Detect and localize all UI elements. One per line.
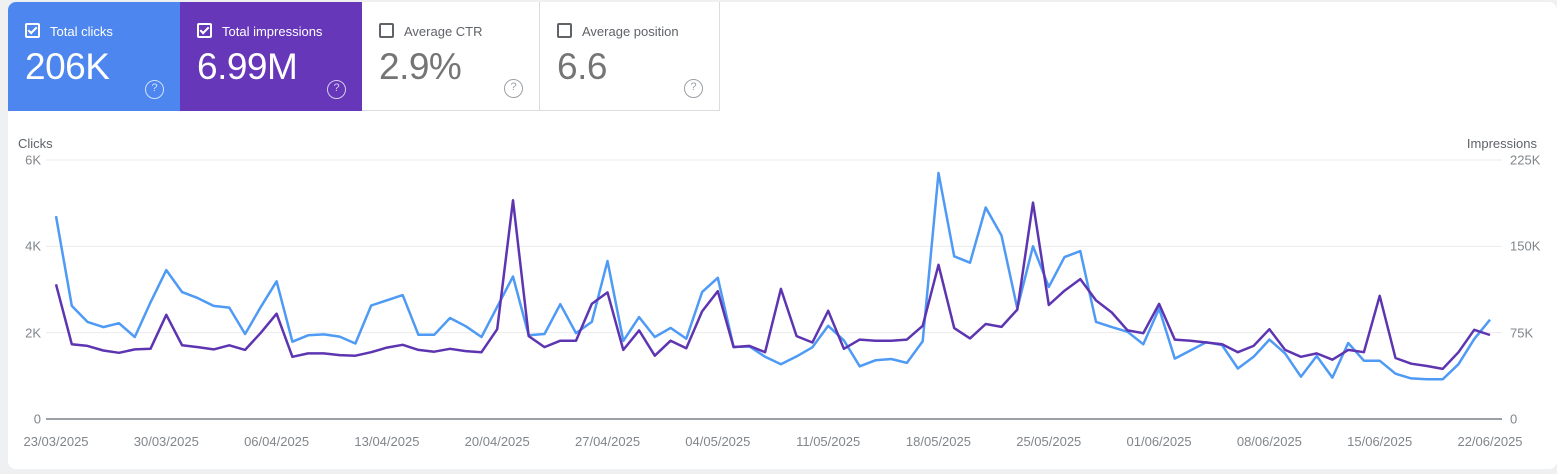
checkbox-unchecked-icon[interactable]: [379, 23, 394, 38]
metric-card-label: Average position: [582, 24, 679, 39]
help-icon[interactable]: ?: [684, 79, 703, 98]
metric-card-value: 6.6: [557, 46, 607, 87]
metric-card-label: Total clicks: [50, 24, 113, 39]
metric-card-label: Total impressions: [222, 24, 323, 39]
help-icon[interactable]: ?: [504, 79, 523, 98]
metric-card-label: Average CTR: [404, 24, 483, 39]
metric-card-total-impressions[interactable]: Total impressions 6.99M ?: [180, 2, 362, 111]
metric-card-value: 2.9%: [379, 46, 462, 87]
help-icon[interactable]: ?: [327, 80, 346, 99]
checkbox-checked-icon[interactable]: [25, 23, 40, 38]
series-line-total-clicks[interactable]: [54, 171, 1491, 381]
series-line-total-impressions[interactable]: [54, 199, 1491, 371]
metric-card-value: 206K: [25, 46, 110, 87]
checkbox-unchecked-icon[interactable]: [557, 23, 572, 38]
metric-card-average-ctr[interactable]: Average CTR 2.9% ?: [362, 2, 540, 111]
help-icon[interactable]: ?: [145, 80, 164, 99]
metric-card-value: 6.99M: [197, 46, 298, 87]
metric-card-total-clicks[interactable]: Total clicks 206K ?: [8, 2, 180, 111]
metric-card-average-position[interactable]: Average position 6.6 ?: [540, 2, 720, 111]
checkbox-checked-icon[interactable]: [197, 23, 212, 38]
